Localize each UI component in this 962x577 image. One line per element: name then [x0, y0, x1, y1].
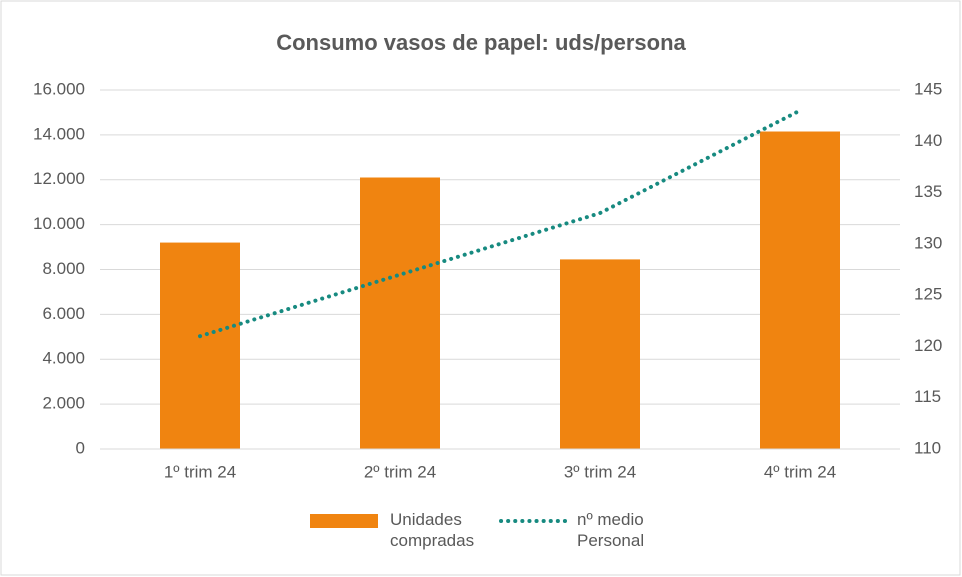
y2-tick-label: 140: [914, 131, 942, 150]
x-tick-label: 2º trim 24: [364, 462, 436, 481]
y-tick-label: 2.000: [42, 394, 85, 413]
bar: [760, 131, 840, 449]
bar: [560, 259, 640, 449]
y-tick-label: 12.000: [33, 169, 85, 188]
legend-item: Unidades compradas: [390, 510, 475, 550]
y-tick-label: 4.000: [42, 349, 85, 368]
x-tick-label: 1º trim 24: [164, 462, 236, 481]
y-tick-label: 8.000: [42, 259, 85, 278]
chart-title: Consumo vasos de papel: uds/persona: [276, 30, 686, 55]
bar: [360, 177, 440, 449]
y2-tick-label: 135: [914, 182, 942, 201]
y2-tick-label: 110: [914, 438, 941, 457]
y-tick-label: 10.000: [33, 214, 85, 233]
x-tick-label: 3º trim 24: [564, 462, 636, 481]
y2-tick-label: 130: [914, 233, 942, 252]
y2-tick-label: 145: [914, 79, 942, 98]
legend-label: nº medio Personal: [577, 510, 645, 550]
y2-tick-label: 115: [914, 387, 941, 406]
line: [198, 108, 802, 339]
legend-item: nº medio Personal: [577, 510, 645, 550]
x-tick-label: 4º trim 24: [764, 462, 836, 481]
legend-swatch: [310, 514, 378, 528]
y2-tick-label: 120: [914, 336, 942, 355]
legend-label: Unidades compradas: [390, 510, 475, 550]
bar: [160, 242, 240, 449]
y-tick-label: 6.000: [42, 304, 85, 323]
y-tick-label: 14.000: [33, 124, 85, 143]
y2-tick-label: 125: [914, 285, 942, 304]
y-tick-label: 16.000: [33, 79, 85, 98]
y-tick-label: 0: [76, 438, 85, 457]
